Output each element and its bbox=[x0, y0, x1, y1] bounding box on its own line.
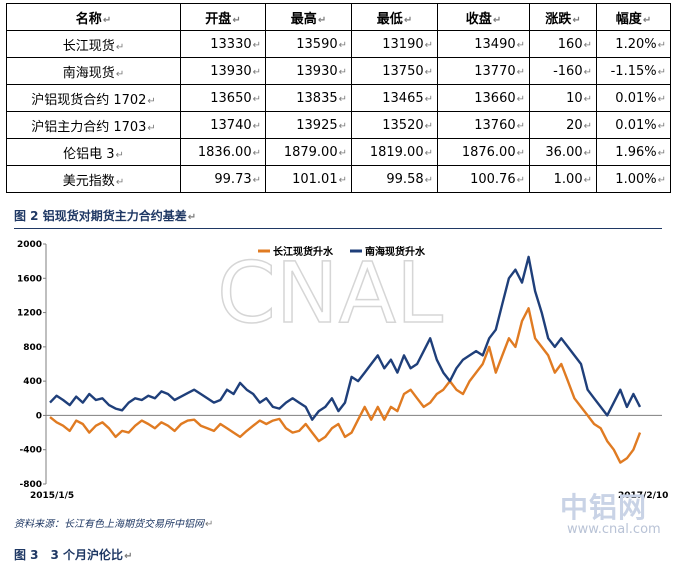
cell-name: 沪铝现货合约 1702↵ bbox=[6, 84, 181, 112]
series-line-nanhai bbox=[49, 255, 642, 421]
table-row: 南海现货↵ 13930↵ 13930↵ 13750↵ 13770↵ -160↵ … bbox=[6, 57, 671, 85]
cell-change: 20↵ bbox=[529, 111, 597, 139]
header-percent: 幅度↵ bbox=[596, 3, 671, 31]
cell-percent: 1.96%↵ bbox=[596, 138, 671, 166]
cell-percent: 0.01%↵ bbox=[596, 111, 671, 139]
cell-high: 13925↵ bbox=[265, 111, 352, 139]
cell-close: 1876.00↵ bbox=[437, 138, 530, 166]
cell-high: 13930↵ bbox=[265, 57, 352, 85]
header-name: 名称↵ bbox=[6, 3, 181, 31]
y-tick-label: 1200 bbox=[17, 309, 42, 319]
y-axis-ticks: -800 -400 0 400 800 1200 1600 2000 bbox=[17, 240, 46, 490]
x-label-start: 2015/1/5 bbox=[30, 491, 74, 501]
y-tick-label: 2000 bbox=[17, 240, 42, 250]
cell-low: 1819.00↵ bbox=[351, 138, 438, 166]
cell-close: 13660↵ bbox=[437, 84, 530, 112]
quote-table: 名称↵ 开盘↵ 最高↵ 最低↵ 收盘↵ 涨跌↵ 幅度↵ 长江现货↵ 13330↵… bbox=[6, 3, 671, 193]
source-note: 资料来源：长江有色上海期货交易所中铝网↵ bbox=[14, 519, 214, 530]
cell-change: 160↵ bbox=[529, 30, 597, 58]
table-row: 沪铝现货合约 1702↵ 13650↵ 13835↵ 13465↵ 13660↵… bbox=[6, 84, 671, 112]
cell-name: 沪铝主力合约 1703↵ bbox=[6, 111, 181, 139]
cell-high: 101.01↵ bbox=[265, 165, 352, 193]
cell-open: 99.73↵ bbox=[180, 165, 266, 193]
y-tick-label: 800 bbox=[23, 343, 42, 353]
cell-close: 13760↵ bbox=[437, 111, 530, 139]
chart-legend: 长江现货升水 南海现货升水 bbox=[258, 245, 426, 258]
zhonglv-logo-watermark: 中铝网 bbox=[560, 491, 648, 524]
table-row: 伦铝电 3↵ 1836.00↵ 1879.00↵ 1819.00↵ 1876.0… bbox=[6, 138, 671, 166]
header-open: 开盘↵ bbox=[180, 3, 266, 31]
cell-percent: 0.01%↵ bbox=[596, 84, 671, 112]
cell-open: 13740↵ bbox=[180, 111, 266, 139]
cell-name: 南海现货↵ bbox=[6, 57, 181, 85]
cell-close: 100.76↵ bbox=[437, 165, 530, 193]
cell-change: 1.00↵ bbox=[529, 165, 597, 193]
cell-percent: 1.00%↵ bbox=[596, 165, 671, 193]
figure-3-caption: 图 3 3 个月沪伦比↵ bbox=[14, 548, 133, 562]
cell-open: 13930↵ bbox=[180, 57, 266, 85]
cell-open: 1836.00↵ bbox=[180, 138, 266, 166]
header-close: 收盘↵ bbox=[437, 3, 530, 31]
caption-rule bbox=[14, 228, 662, 229]
basis-line-chart: CNAL -800 -400 0 400 800 1200 1600 2000 长江现货升水 南… bbox=[17, 240, 668, 501]
y-tick-label: -800 bbox=[19, 480, 42, 490]
cell-low: 13750↵ bbox=[351, 57, 438, 85]
cell-change: -160↵ bbox=[529, 57, 597, 85]
table-row: 沪铝主力合约 1703↵ 13740↵ 13925↵ 13520↵ 13760↵… bbox=[6, 111, 671, 139]
cell-open: 13330↵ bbox=[180, 30, 266, 58]
figure-2-caption: 图 2 铝现货对期货主力合约基差↵ bbox=[14, 209, 197, 223]
cell-percent: -1.15%↵ bbox=[596, 57, 671, 85]
table-header-row: 名称↵ 开盘↵ 最高↵ 最低↵ 收盘↵ 涨跌↵ 幅度↵ bbox=[6, 3, 671, 31]
cell-close: 13490↵ bbox=[437, 30, 530, 58]
cnal-watermark: CNAL bbox=[217, 244, 443, 342]
header-high: 最高↵ bbox=[265, 3, 352, 31]
legend-label: 南海现货升水 bbox=[365, 245, 426, 258]
cell-high: 13835↵ bbox=[265, 84, 352, 112]
cell-change: 36.00↵ bbox=[529, 138, 597, 166]
cell-low: 99.58↵ bbox=[351, 165, 438, 193]
y-tick-label: 0 bbox=[36, 411, 42, 421]
cell-close: 13770↵ bbox=[437, 57, 530, 85]
legend-label: 长江现货升水 bbox=[273, 245, 334, 258]
cnal-url-watermark: www.cnal.com bbox=[567, 522, 661, 537]
table-row: 长江现货↵ 13330↵ 13590↵ 13190↵ 13490↵ 160↵ 1… bbox=[6, 30, 671, 58]
cell-change: 10↵ bbox=[529, 84, 597, 112]
series-lines bbox=[49, 255, 642, 464]
cell-name: 长江现货↵ bbox=[6, 30, 181, 58]
cell-high: 1879.00↵ bbox=[265, 138, 352, 166]
cell-low: 13520↵ bbox=[351, 111, 438, 139]
cell-low: 13190↵ bbox=[351, 30, 438, 58]
y-tick-label: -400 bbox=[19, 446, 42, 456]
y-tick-label: 400 bbox=[23, 377, 42, 387]
cell-name: 美元指数↵ bbox=[6, 165, 181, 193]
header-low: 最低↵ bbox=[351, 3, 438, 31]
y-tick-label: 1600 bbox=[17, 274, 42, 284]
cell-high: 13590↵ bbox=[265, 30, 352, 58]
series-line-changjiang bbox=[49, 307, 642, 464]
cell-low: 13465↵ bbox=[351, 84, 438, 112]
cell-open: 13650↵ bbox=[180, 84, 266, 112]
header-change: 涨跌↵ bbox=[529, 3, 597, 31]
x-label-end: 2017/2/10 bbox=[618, 491, 668, 501]
table-row: 美元指数↵ 99.73↵ 101.01↵ 99.58↵ 100.76↵ 1.00… bbox=[6, 165, 671, 193]
cell-name: 伦铝电 3↵ bbox=[6, 138, 181, 166]
cell-percent: 1.20%↵ bbox=[596, 30, 671, 58]
